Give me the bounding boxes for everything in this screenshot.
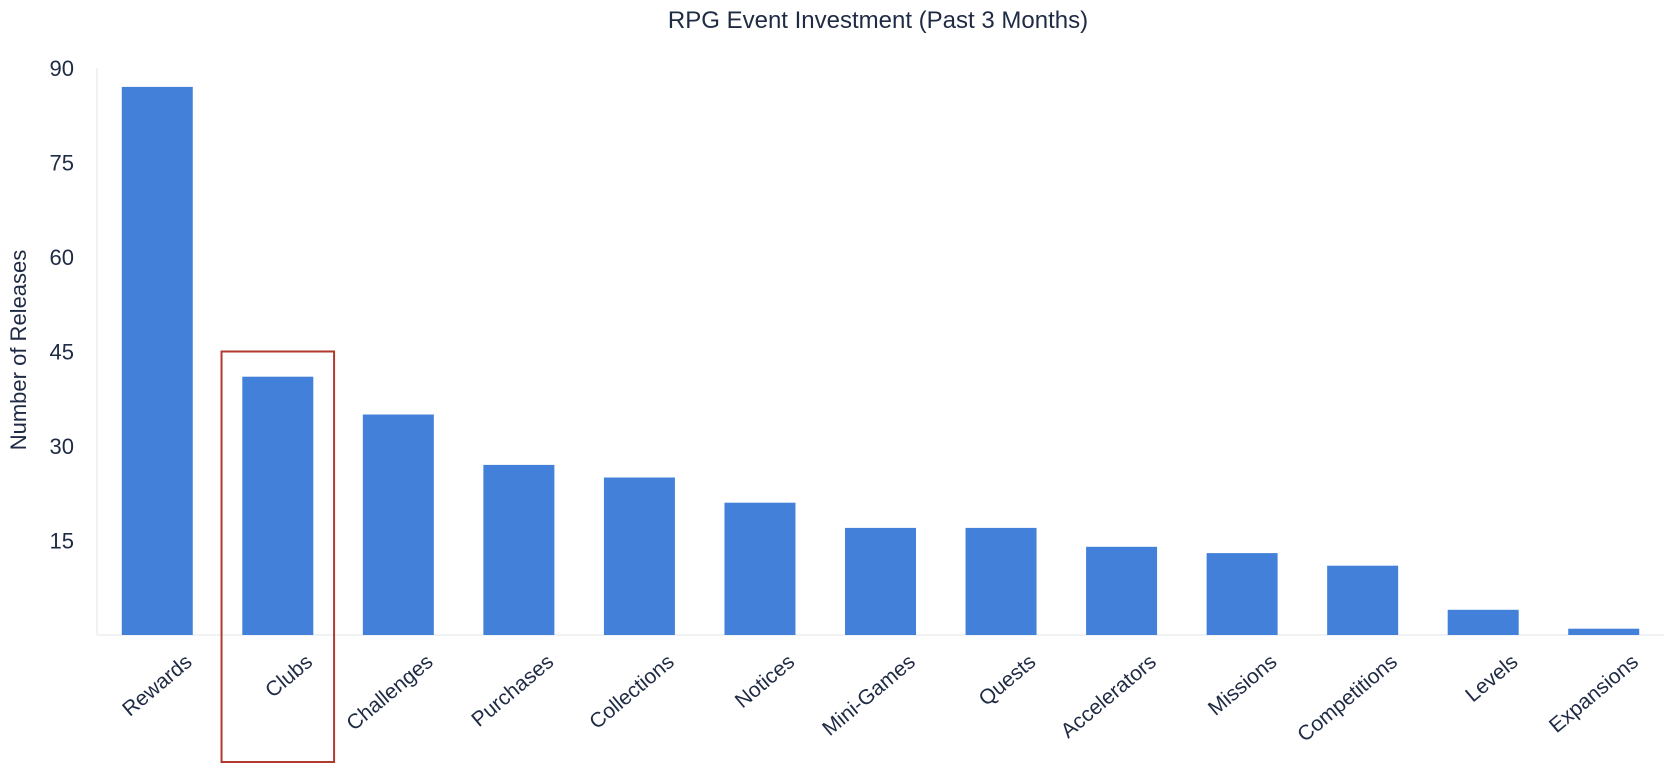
x-category-label: Collections	[585, 650, 678, 734]
bar	[724, 502, 796, 635]
x-category-label: Rewards	[118, 650, 196, 721]
bar	[1568, 628, 1640, 635]
bar	[1206, 553, 1278, 635]
bar	[362, 414, 434, 635]
x-category-label: Expansions	[1545, 650, 1643, 737]
x-category-label: Missions	[1204, 650, 1281, 720]
bar	[1086, 546, 1158, 635]
bar	[603, 477, 675, 635]
bar	[483, 464, 555, 635]
y-tick-label: 45	[50, 340, 74, 365]
x-category-label: Levels	[1461, 650, 1522, 707]
y-tick-label: 60	[50, 245, 74, 270]
highlight-box	[220, 350, 336, 763]
x-category-label: Purchases	[467, 650, 558, 731]
x-category-label: Competitions	[1293, 650, 1402, 746]
bar	[121, 86, 193, 635]
x-category-label: Quests	[975, 650, 1041, 710]
bar	[1447, 609, 1519, 635]
category-label-group: Rewards Clubs Challenges Purchases Collectio…	[118, 650, 1643, 746]
bar-group	[121, 86, 1640, 635]
x-category-label: Notices	[731, 650, 799, 713]
chart-title: RPG Event Investment (Past 3 Months)	[668, 7, 1088, 34]
y-tick-label: 90	[50, 56, 74, 81]
y-tick-label: 75	[50, 151, 74, 176]
y-tick-label: 15	[50, 529, 74, 554]
x-category-label: Clubs	[261, 650, 317, 702]
highlight-group	[220, 350, 336, 763]
x-category-label: Accelerators	[1057, 650, 1161, 743]
bar	[1327, 565, 1399, 635]
y-tick-group: 15 30 45 60 75 90	[50, 56, 74, 554]
bar	[965, 527, 1037, 635]
y-tick-label: 30	[50, 434, 74, 459]
bar	[242, 376, 314, 635]
bar	[845, 527, 916, 635]
x-category-label: Mini-Games	[818, 650, 919, 740]
x-category-label: Challenges	[342, 650, 437, 735]
y-axis-label: Number of Releases	[6, 250, 31, 451]
